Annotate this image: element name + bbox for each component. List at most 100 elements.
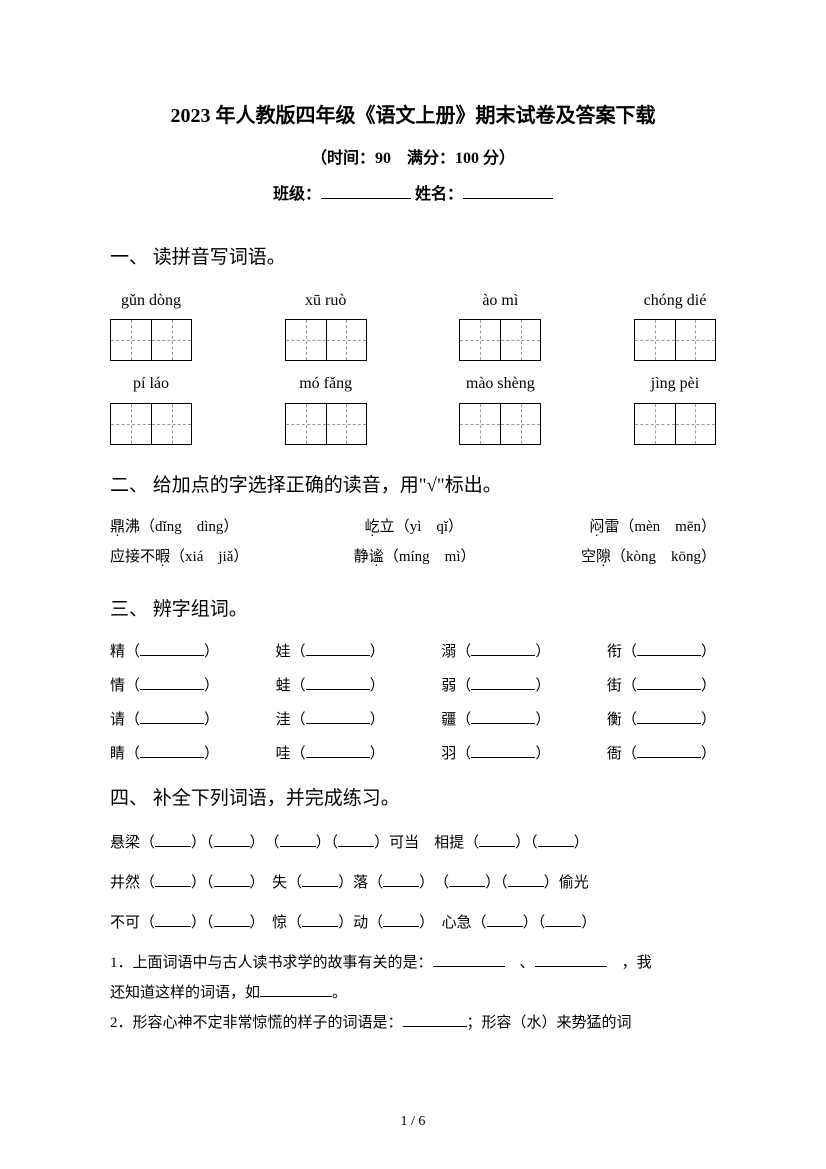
q4-text: ，我 xyxy=(622,955,652,971)
q4-blank[interactable] xyxy=(383,872,419,887)
q4-blank[interactable] xyxy=(535,952,607,967)
q2-rest: 静 xyxy=(354,549,369,565)
q2-choices[interactable]: （kòng kōng） xyxy=(611,549,716,565)
q3-item: 疆（） xyxy=(441,708,550,732)
tianzige-box[interactable] xyxy=(285,403,367,445)
q4-blank[interactable] xyxy=(383,912,419,927)
q3-blank[interactable] xyxy=(140,709,204,724)
q3-blank[interactable] xyxy=(471,675,535,690)
q4-blank[interactable] xyxy=(280,832,316,847)
q2-choices[interactable]: （míng mì） xyxy=(384,549,476,565)
pinyin-label: jìng pèi xyxy=(651,371,699,397)
dotted-char: 暇 xyxy=(155,545,170,569)
tianzige-box[interactable] xyxy=(459,319,541,361)
q3-char: 衡 xyxy=(607,712,622,728)
pinyin-item: jìng pèi xyxy=(634,371,716,445)
pinyin-item: gǔn dòng xyxy=(110,288,192,362)
q3-blank[interactable] xyxy=(306,675,370,690)
q3-item: 情（） xyxy=(110,674,219,698)
q4-blank[interactable] xyxy=(214,912,250,927)
q4-text: 不可 xyxy=(110,915,140,931)
q4-blank[interactable] xyxy=(260,982,332,997)
q3-block: 精（） 娃（） 溺（） 衔（） 情（） 蛙（） 弱（） 街（） 请（） 洼（） … xyxy=(110,640,716,766)
q3-blank[interactable] xyxy=(140,641,204,656)
tianzige-box[interactable] xyxy=(634,403,716,445)
q3-item: 洼（） xyxy=(276,708,385,732)
q4-blank[interactable] xyxy=(155,872,191,887)
q3-blank[interactable] xyxy=(471,709,535,724)
q4-blank[interactable] xyxy=(214,872,250,887)
q3-item: 睛（） xyxy=(110,742,219,766)
q4-blank[interactable] xyxy=(508,872,544,887)
q4-blank[interactable] xyxy=(302,872,338,887)
q2-choices[interactable]: （xiá jiǎ） xyxy=(170,549,248,565)
page-footer: 1 / 6 xyxy=(0,1111,826,1133)
tianzige-box[interactable] xyxy=(459,403,541,445)
q4-body-2: 2．形容心神不定非常惊慌的样子的词语是：；形容（水）来势猛的词 xyxy=(110,1008,716,1038)
q3-char: 洼 xyxy=(276,712,291,728)
q3-blank[interactable] xyxy=(637,743,701,758)
q4-text: ；形容（水）来势猛的词 xyxy=(467,1015,632,1031)
q4-blank[interactable] xyxy=(487,912,523,927)
q3-blank[interactable] xyxy=(306,709,370,724)
name-blank[interactable] xyxy=(463,183,553,199)
section-1-heading: 一、 读拼音写词语。 xyxy=(110,243,716,273)
q3-item: 娃（） xyxy=(276,640,385,664)
q4-blank[interactable] xyxy=(403,1012,467,1027)
q4-line-1: 悬梁（）（） （）（）可当 相提（）（） xyxy=(110,828,716,858)
q3-blank[interactable] xyxy=(306,743,370,758)
q4-text: 失 xyxy=(272,875,287,891)
tianzige-box[interactable] xyxy=(110,403,192,445)
q4-text: 、 xyxy=(520,955,535,971)
q3-item: 羽（） xyxy=(441,742,550,766)
pinyin-label: ào mì xyxy=(482,288,518,314)
tianzige-box[interactable] xyxy=(285,319,367,361)
q2-choices[interactable]: （dǐng dìng） xyxy=(140,519,238,535)
q3-row: 精（） 娃（） 溺（） 衔（） xyxy=(110,640,716,664)
section-3-heading: 三、 辨字组词。 xyxy=(110,595,716,625)
pinyin-item: mào shèng xyxy=(459,371,541,445)
q3-blank[interactable] xyxy=(471,641,535,656)
q3-blank[interactable] xyxy=(637,709,701,724)
q3-blank[interactable] xyxy=(471,743,535,758)
dotted-char: 谧 xyxy=(369,545,384,569)
q3-blank[interactable] xyxy=(637,675,701,690)
exam-subtitle: （时间：90 满分：100 分） xyxy=(110,146,716,172)
pinyin-item: pí láo xyxy=(110,371,192,445)
q4-text: 惊 xyxy=(272,915,287,931)
q4-blank[interactable] xyxy=(538,832,574,847)
q3-blank[interactable] xyxy=(140,675,204,690)
q3-blank[interactable] xyxy=(637,641,701,656)
q2-choices[interactable]: （mèn mēn） xyxy=(619,519,716,535)
q4-line-2: 井然（）（） 失（）落（） （）（）偷光 xyxy=(110,868,716,898)
q2-row-1: 鼎沸（dǐng dìng） 屹立（yì qǐ） 闷雷（mèn mēn） xyxy=(110,515,716,539)
dotted-char: 隙 xyxy=(596,545,611,569)
q3-char: 精 xyxy=(110,644,125,660)
class-blank[interactable] xyxy=(321,183,411,199)
pinyin-label: mào shèng xyxy=(466,371,535,397)
q3-item: 弱（） xyxy=(441,674,550,698)
q2-rest: 应接不 xyxy=(110,549,155,565)
q3-char: 衙 xyxy=(607,746,622,762)
q2-choices[interactable]: （yì qǐ） xyxy=(395,519,463,535)
q4-blank[interactable] xyxy=(449,872,485,887)
dotted-char: 屹 xyxy=(365,515,380,539)
q4-blank[interactable] xyxy=(545,912,581,927)
q4-blank[interactable] xyxy=(433,952,505,967)
q2-rest: 立 xyxy=(380,519,395,535)
q4-blank[interactable] xyxy=(302,912,338,927)
dotted-char: 闷 xyxy=(589,515,604,539)
q4-blank[interactable] xyxy=(155,912,191,927)
dotted-char: 鼎 xyxy=(110,515,125,539)
q4-blank[interactable] xyxy=(338,832,374,847)
q4-blank[interactable] xyxy=(479,832,515,847)
pinyin-label: pí láo xyxy=(133,371,169,397)
exam-title: 2023 年人教版四年级《语文上册》期末试卷及答案下载 xyxy=(110,100,716,132)
q4-blank[interactable] xyxy=(214,832,250,847)
q3-blank[interactable] xyxy=(306,641,370,656)
tianzige-box[interactable] xyxy=(634,319,716,361)
tianzige-box[interactable] xyxy=(110,319,192,361)
q3-char: 街 xyxy=(607,678,622,694)
q3-blank[interactable] xyxy=(140,743,204,758)
q4-blank[interactable] xyxy=(155,832,191,847)
